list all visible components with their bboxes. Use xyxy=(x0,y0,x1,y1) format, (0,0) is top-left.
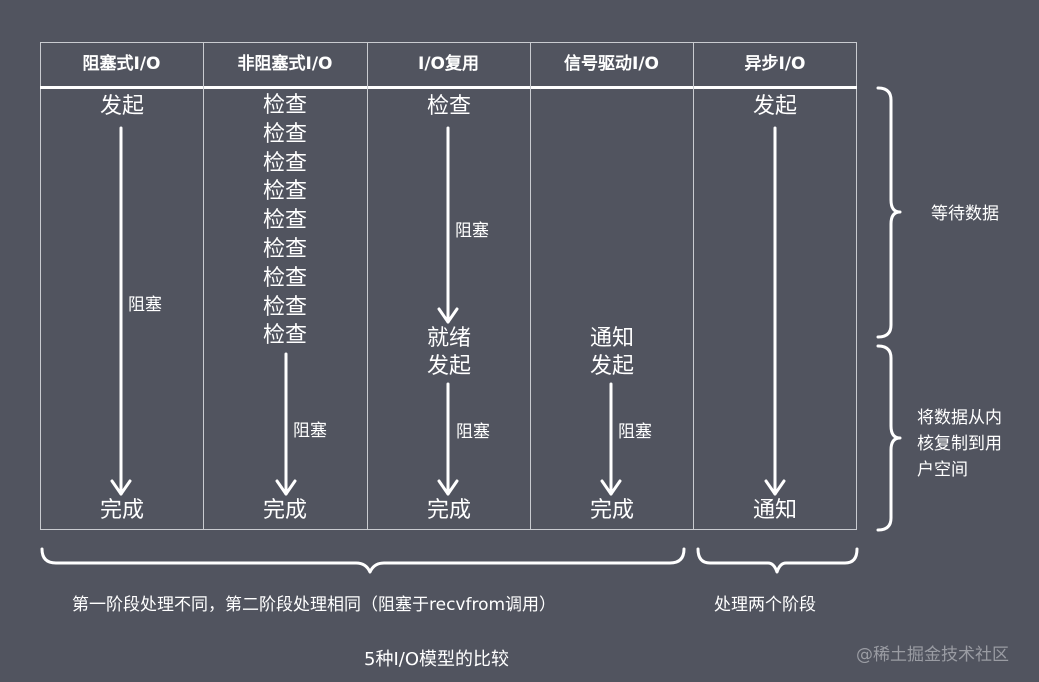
check-item: 检查 xyxy=(262,236,307,262)
header-blocking-io: 阻塞式I/O xyxy=(82,54,161,74)
comparison-table-frame xyxy=(40,42,857,530)
check-item: 检查 xyxy=(262,93,307,118)
multiplex-initiate-text: 发起 xyxy=(426,354,471,379)
phase-copy-line: 核复制到用 xyxy=(917,434,1002,454)
check-item: 检查 xyxy=(262,208,307,234)
check-item: 检查 xyxy=(262,121,307,147)
phase-copy-data-label: 将数据从内 核复制到用 户空间 xyxy=(917,405,1027,483)
async-notify-text: 通知 xyxy=(752,498,797,523)
header-signal-driven-io: 信号驱动I/O xyxy=(564,54,659,74)
column-divider xyxy=(693,42,694,530)
blocking-initiate-text: 发起 xyxy=(99,94,144,119)
check-item: 检查 xyxy=(262,294,307,320)
header-nonblocking-io: 非阻塞式I/O xyxy=(237,54,333,74)
copy-data-brace-icon xyxy=(876,344,902,532)
header-async-io: 异步I/O xyxy=(744,54,806,74)
phase-copy-line: 户空间 xyxy=(917,460,968,480)
signal-block-label: 阻塞 xyxy=(618,422,652,442)
signal-notify-text: 通知 xyxy=(589,326,634,351)
multiplex-block-label: 阻塞 xyxy=(456,422,490,442)
nonblocking-arrow-icon xyxy=(275,352,297,496)
check-item: 检查 xyxy=(262,179,307,205)
check-item: 检查 xyxy=(262,265,307,291)
multiplex-complete-text: 完成 xyxy=(426,498,471,523)
column-divider xyxy=(203,42,204,530)
column-divider xyxy=(367,42,368,530)
async-initiate-text: 发起 xyxy=(752,94,797,119)
header-separator xyxy=(40,86,857,89)
async-brace-icon xyxy=(696,547,859,574)
multiplex-wait-arrow-icon xyxy=(437,126,459,324)
async-arrow-icon xyxy=(764,126,786,496)
multiplex-wait-label: 阻塞 xyxy=(455,221,489,241)
phase-wait-data-label: 等待数据 xyxy=(931,204,999,224)
blocking-arrow-icon xyxy=(110,126,132,496)
blocking-complete-text: 完成 xyxy=(99,498,144,523)
phase-copy-line: 将数据从内 xyxy=(917,408,1002,428)
signal-block-arrow-icon xyxy=(600,382,622,496)
diagram-title: 5种I/O模型的比较 xyxy=(364,649,509,670)
header-io-multiplexing: I/O复用 xyxy=(418,54,479,74)
first-four-caption: 第一阶段处理不同，第二阶段处理相同（阻塞于recvfrom调用） xyxy=(72,595,557,615)
signal-complete-text: 完成 xyxy=(589,498,634,523)
blocking-block-label: 阻塞 xyxy=(128,295,162,315)
signal-initiate-text: 发起 xyxy=(589,354,634,379)
column-divider xyxy=(530,42,531,530)
multiplex-check-text: 检查 xyxy=(426,94,471,119)
multiplex-block-arrow-icon xyxy=(437,382,459,496)
multiplex-ready-text: 就绪 xyxy=(426,326,471,351)
async-caption: 处理两个阶段 xyxy=(714,595,816,615)
nonblocking-complete-text: 完成 xyxy=(262,498,307,523)
nonblocking-block-label: 阻塞 xyxy=(293,421,327,441)
wait-data-brace-icon xyxy=(876,86,902,339)
check-item: 检查 xyxy=(262,323,307,349)
watermark: @稀土掘金技术社区 xyxy=(856,645,1009,665)
first-four-brace-icon xyxy=(40,547,686,574)
check-item: 检查 xyxy=(262,150,307,176)
nonblocking-check-list: 检查 检查 检查 检查 检查 检查 检查 检查 检查 xyxy=(235,92,335,351)
